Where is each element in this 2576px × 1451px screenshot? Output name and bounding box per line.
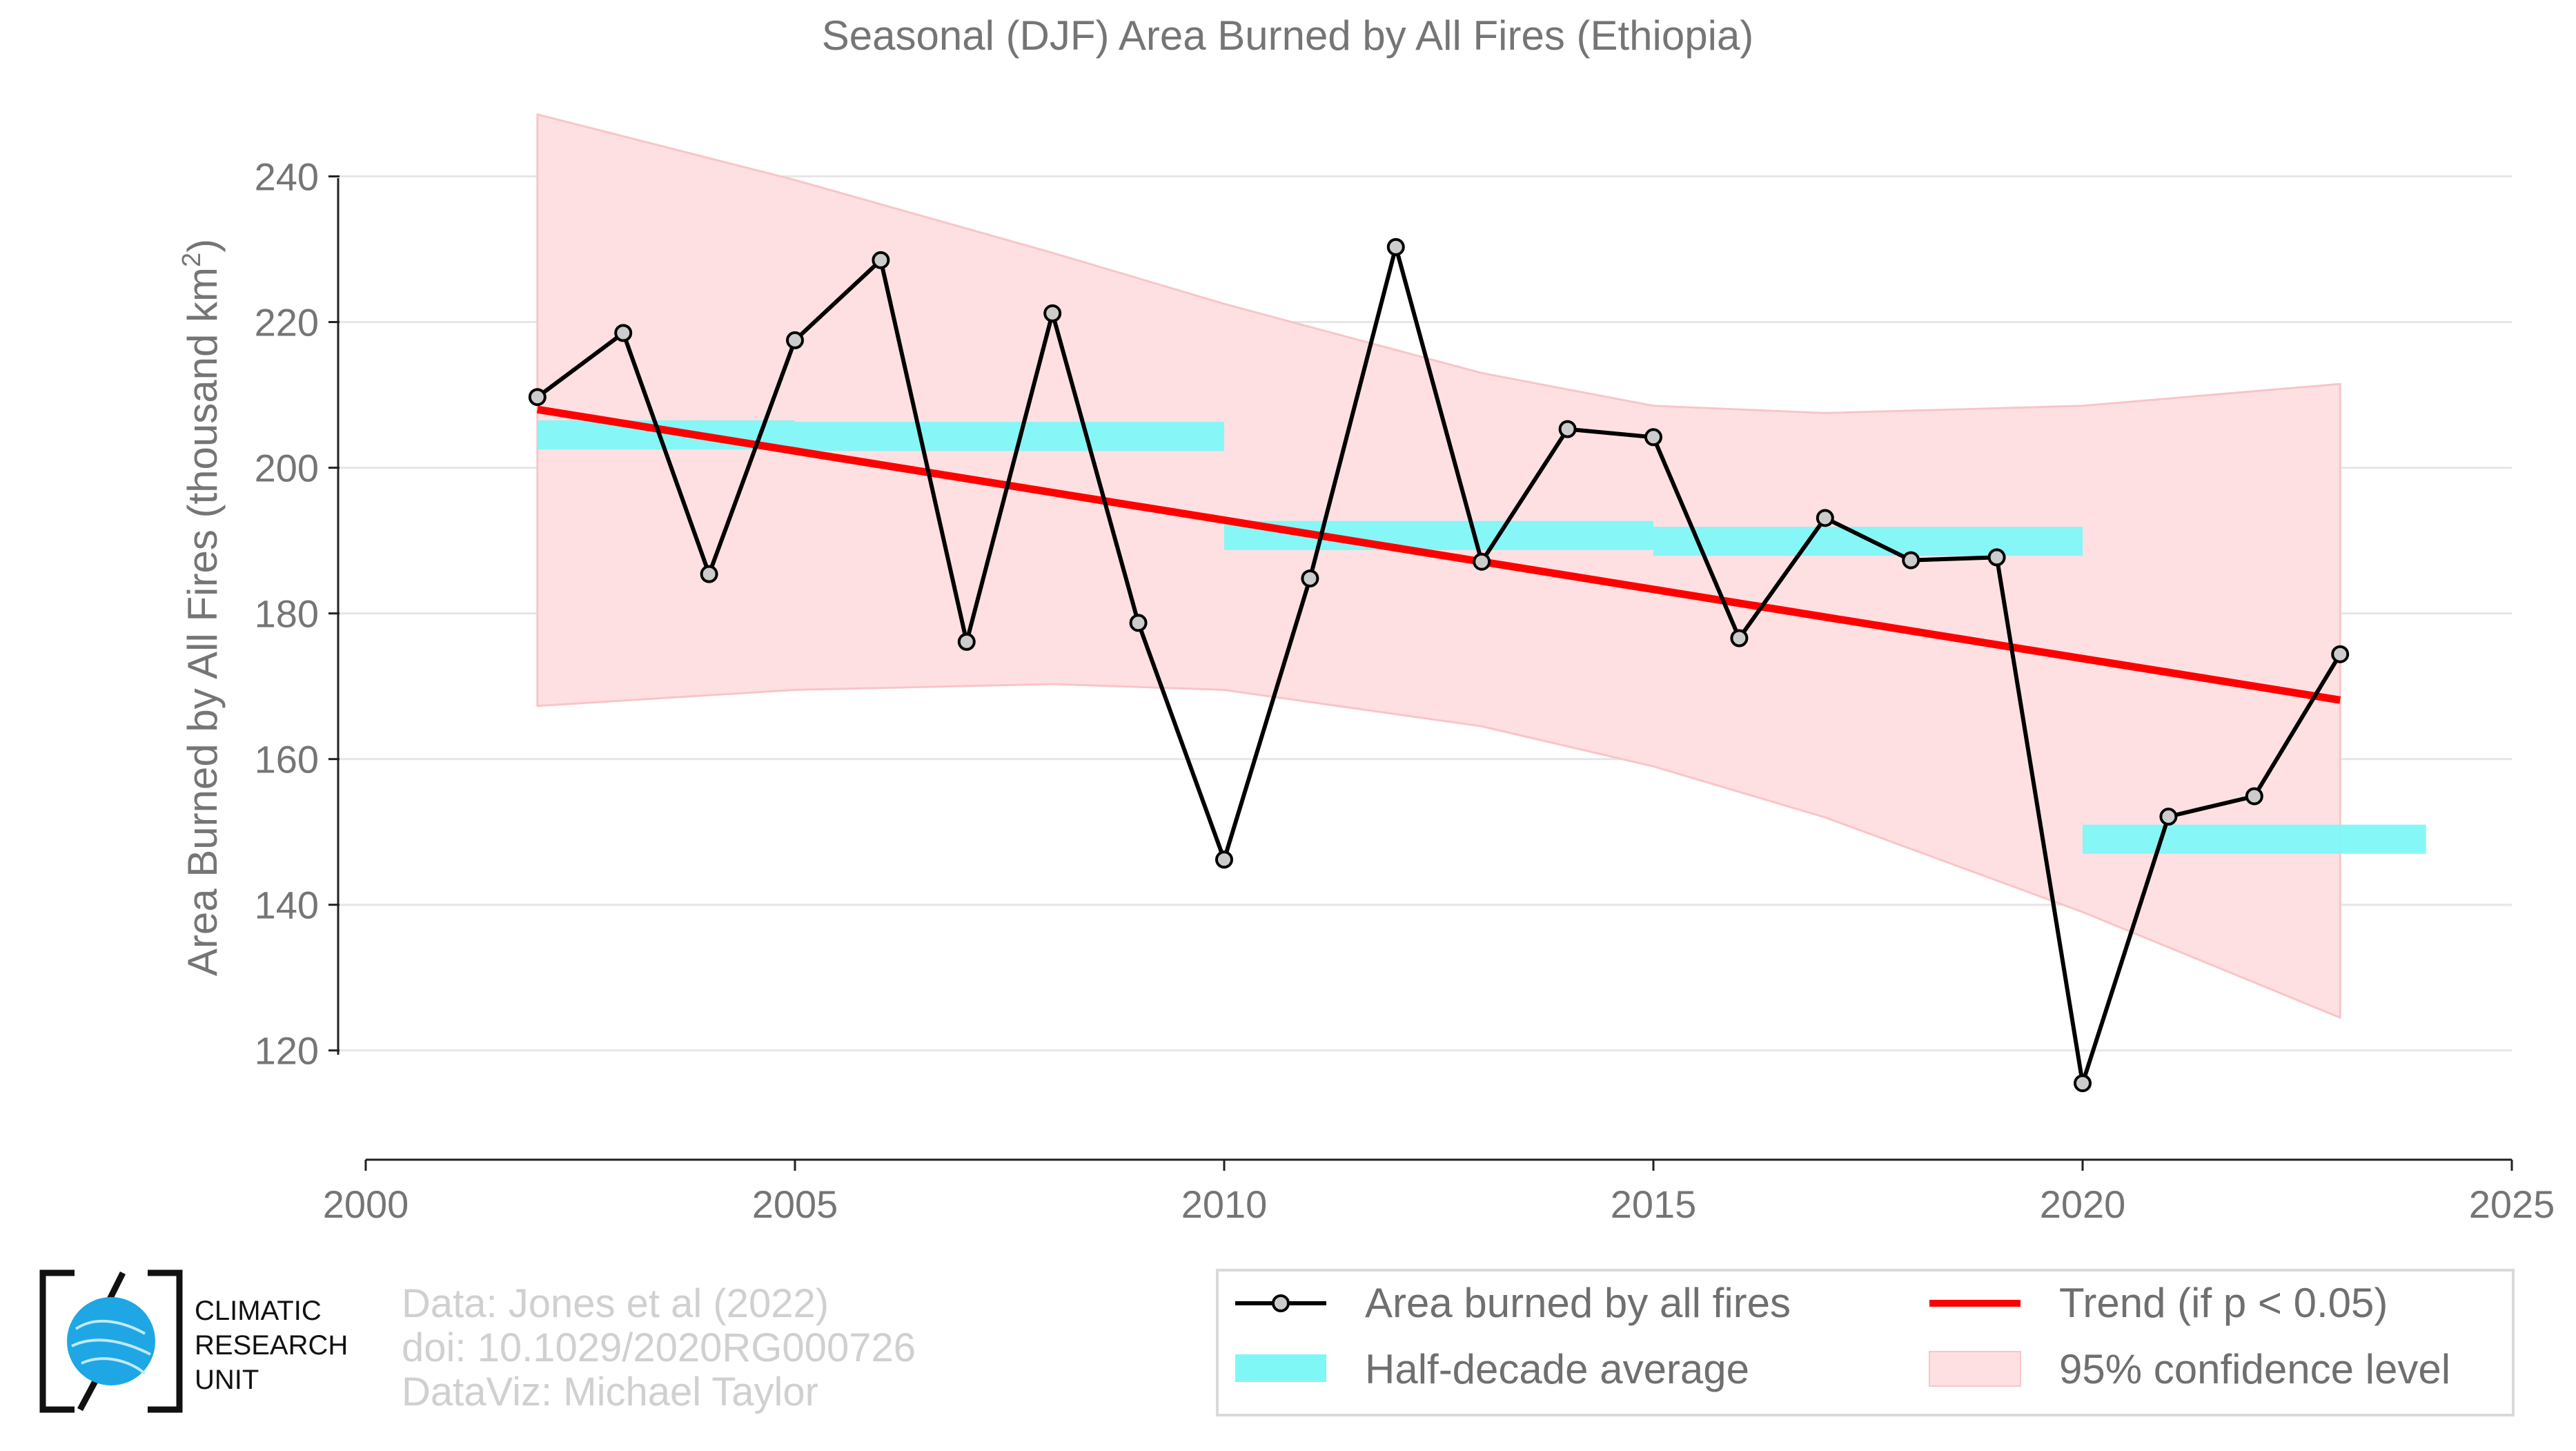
data-point	[1129, 614, 1148, 632]
data-point	[1558, 420, 1577, 438]
data-point	[1215, 850, 1233, 869]
x-tick-label: 2025	[2469, 1182, 2555, 1226]
half-decade-average-bar	[795, 422, 1224, 451]
y-axis-label-suffix: )	[179, 239, 226, 253]
trend-line-layer	[536, 405, 2341, 704]
logo-text-line2: RESEARCH	[195, 1330, 348, 1361]
y-tick-label: 120	[255, 1029, 319, 1073]
y-tick-label: 160	[255, 738, 319, 781]
legend-label-trend: Trend (if p < 0.05)	[2059, 1280, 2388, 1326]
half-decade-average-bar	[1224, 520, 1653, 550]
legend-frame	[1216, 1269, 2515, 1416]
data-point	[1386, 237, 1405, 256]
logo-text-line1: CLIMATIC	[195, 1296, 322, 1326]
y-tick-label: 180	[255, 592, 319, 636]
data-point	[1816, 509, 1834, 527]
y-axis-label-main: Area Burned by All Fires (thousand km	[179, 267, 226, 976]
data-point	[700, 565, 718, 583]
x-tick-label: 2000	[323, 1182, 409, 1226]
data-point	[2331, 645, 2350, 663]
data-point	[1473, 552, 1491, 571]
data-point	[1987, 548, 2006, 567]
legend-label-half-decade: Half-decade average	[1365, 1346, 1749, 1392]
area-burned-series	[528, 237, 2350, 1093]
logo-bracket-left	[39, 1269, 75, 1413]
data-point	[2074, 1074, 2092, 1093]
legend-swatch-half-decade	[1235, 1354, 1326, 1382]
confidence-band-layer	[536, 113, 2341, 1019]
credit-data-source: Data: Jones et al (2022)	[402, 1281, 829, 1326]
data-point	[786, 331, 804, 349]
x-tick-label: 2010	[1181, 1182, 1268, 1226]
y-axis-label-superscript: 2	[177, 253, 206, 267]
data-point	[957, 632, 976, 651]
x-tick-label: 2005	[752, 1182, 838, 1226]
legend-swatch-confidence	[1929, 1351, 2021, 1387]
y-tick-label: 220	[255, 301, 319, 344]
legend-label-area-burned: Area burned by all fires	[1365, 1280, 1791, 1326]
x-tick-label: 2015	[1611, 1182, 1697, 1226]
data-point	[1043, 304, 1062, 322]
y-tick-label: 140	[255, 884, 319, 927]
legend: Area burned by all fires Half-decade ave…	[1216, 1269, 2515, 1416]
data-point	[872, 251, 890, 269]
trend-line	[536, 405, 2341, 704]
chart-title: Seasonal (DJF) Area Burned by All Fires …	[822, 12, 1754, 59]
data-point	[2245, 787, 2263, 806]
data-point	[2159, 808, 2178, 826]
globe-swirl-icon	[71, 1319, 151, 1375]
data-point	[1902, 551, 1920, 569]
logo-text-line3: UNIT	[195, 1365, 259, 1395]
credit-doi: doi: 10.1029/2020RG000726	[402, 1325, 916, 1370]
x-tick-label: 2020	[2040, 1182, 2126, 1226]
half-decade-average-bar	[2083, 824, 2426, 854]
data-point	[1301, 569, 1319, 587]
data-point	[528, 388, 547, 407]
legend-label-confidence: 95% confidence level	[2059, 1346, 2450, 1392]
confidence-band	[536, 113, 2341, 1019]
logo-bracket-right	[148, 1269, 183, 1413]
data-point	[1730, 629, 1749, 647]
legend-marker-area-burned	[1272, 1294, 1290, 1312]
data-point	[1644, 428, 1662, 447]
y-tick-label: 240	[255, 155, 319, 199]
axes: 120 140 160 180 200 220 240 2000 2005 2010 2015 202…	[255, 155, 2555, 1226]
y-tick-label: 200	[255, 447, 319, 490]
cru-logo: CLIMATIC RESEARCH UNIT	[39, 1269, 348, 1413]
data-point	[614, 324, 633, 342]
area-burned-line	[536, 244, 2342, 1086]
credit-dataviz: DataViz: Michael Taylor	[402, 1370, 818, 1414]
y-axis-label: Area Burned by All Fires (thousand km2)	[177, 239, 226, 976]
